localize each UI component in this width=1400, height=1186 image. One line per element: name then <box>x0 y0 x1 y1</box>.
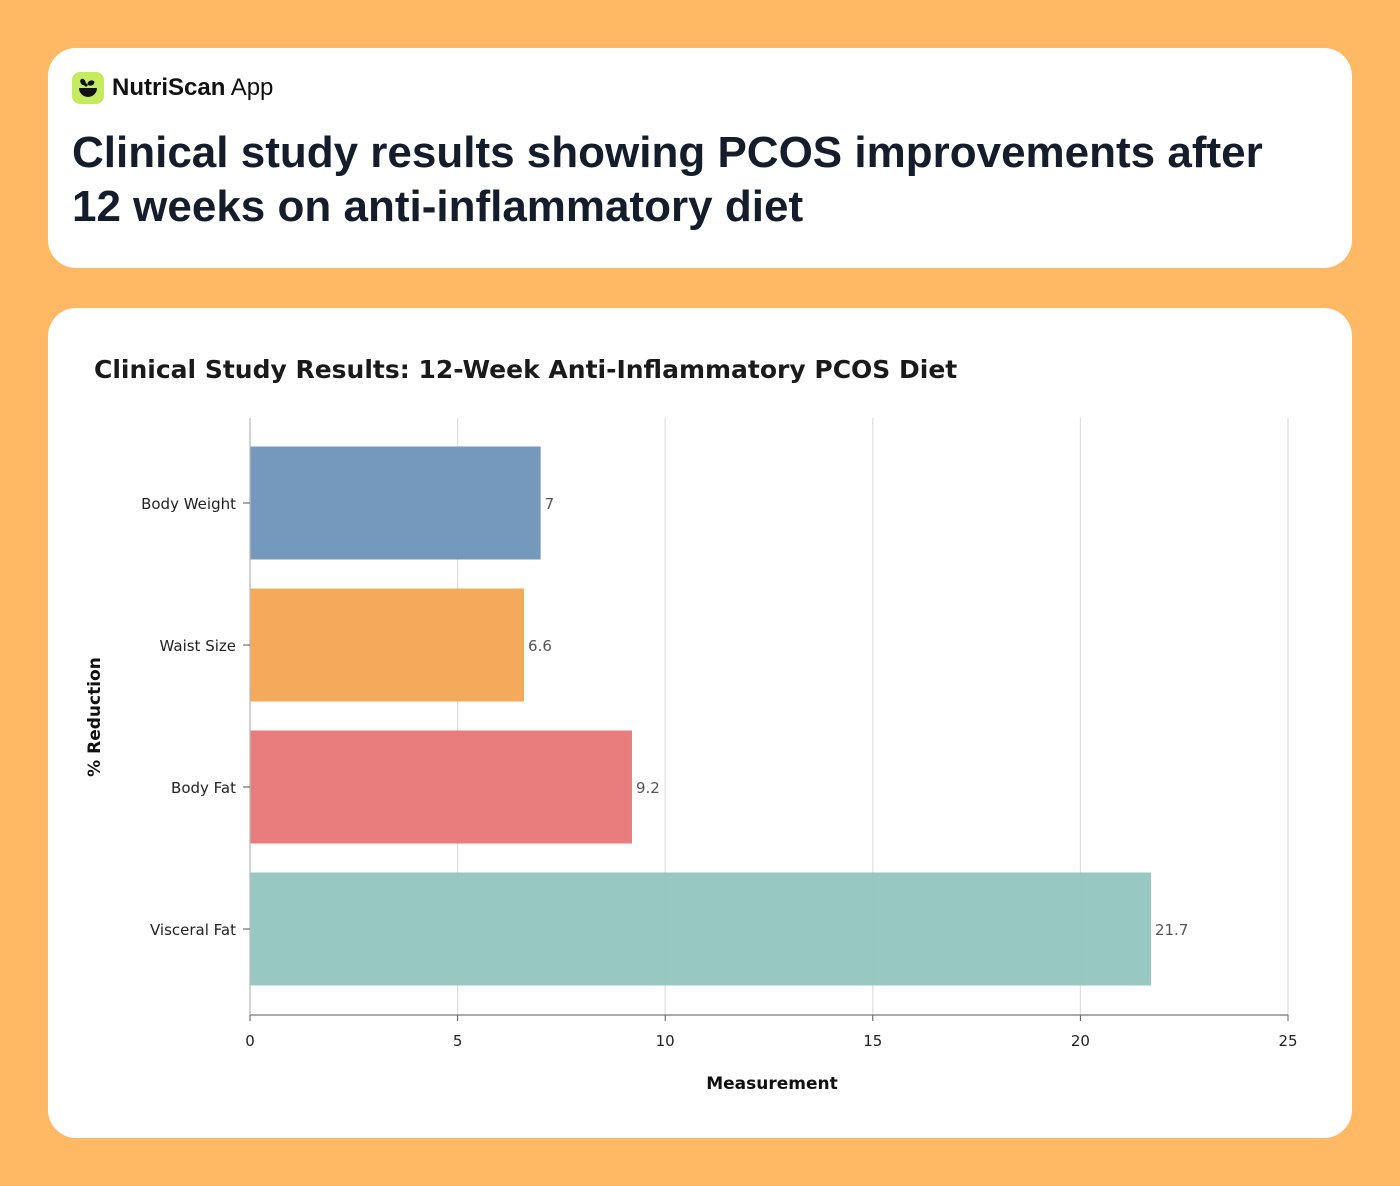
bar <box>250 446 541 560</box>
header-card: NutriScan App Clinical study results sho… <box>48 48 1352 268</box>
bar <box>250 588 525 702</box>
x-tick-label: 10 <box>656 1032 675 1050</box>
bar-value-label: 7 <box>545 495 555 513</box>
x-axis-label: Measurement <box>706 1074 838 1094</box>
x-tick-label: 15 <box>863 1032 882 1050</box>
y-tick-label: Visceral Fat <box>150 921 236 939</box>
bar <box>250 872 1151 986</box>
chart-card <box>48 308 1352 1138</box>
chart-title: Clinical Study Results: 12-Week Anti-Inf… <box>94 355 957 384</box>
bar <box>250 730 632 844</box>
x-tick-label: 20 <box>1071 1032 1090 1050</box>
x-tick-label: 0 <box>245 1032 255 1050</box>
y-tick-label: Waist Size <box>160 637 237 655</box>
leaf-bowl-logo-icon <box>72 72 104 104</box>
x-tick-label: 5 <box>453 1032 463 1050</box>
brand: NutriScan App <box>72 72 273 104</box>
headline: Clinical study results showing PCOS impr… <box>72 128 1263 231</box>
x-tick-label: 25 <box>1278 1032 1297 1050</box>
y-tick-label: Body Weight <box>141 495 236 513</box>
bar-value-label: 21.7 <box>1155 921 1188 939</box>
y-axis-label: % Reduction <box>85 657 105 777</box>
bar-value-label: 9.2 <box>636 779 660 797</box>
app-name: NutriScan App <box>112 74 274 101</box>
y-tick-label: Body Fat <box>171 779 236 797</box>
bar-value-label: 6.6 <box>528 637 552 655</box>
